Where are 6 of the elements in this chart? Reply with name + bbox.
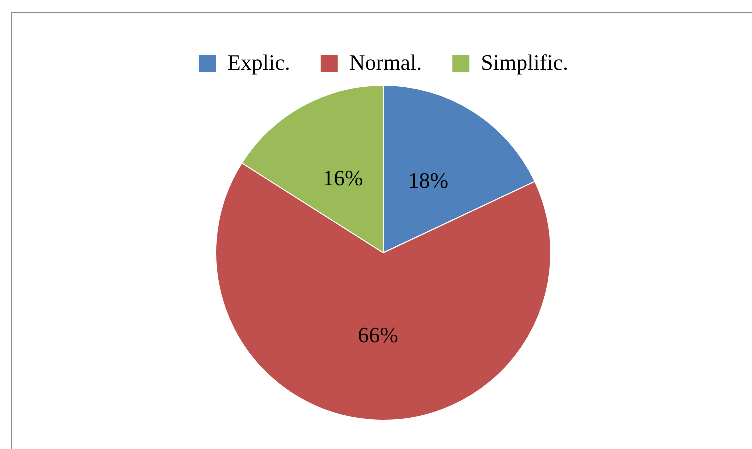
legend-label: Normal. [349,50,422,75]
data-label: 16% [322,165,364,190]
legend-label: Simplific. [481,50,569,75]
data-label: 66% [358,322,398,348]
data-label: 18% [408,168,449,194]
legend-label: Explic. [227,50,290,75]
